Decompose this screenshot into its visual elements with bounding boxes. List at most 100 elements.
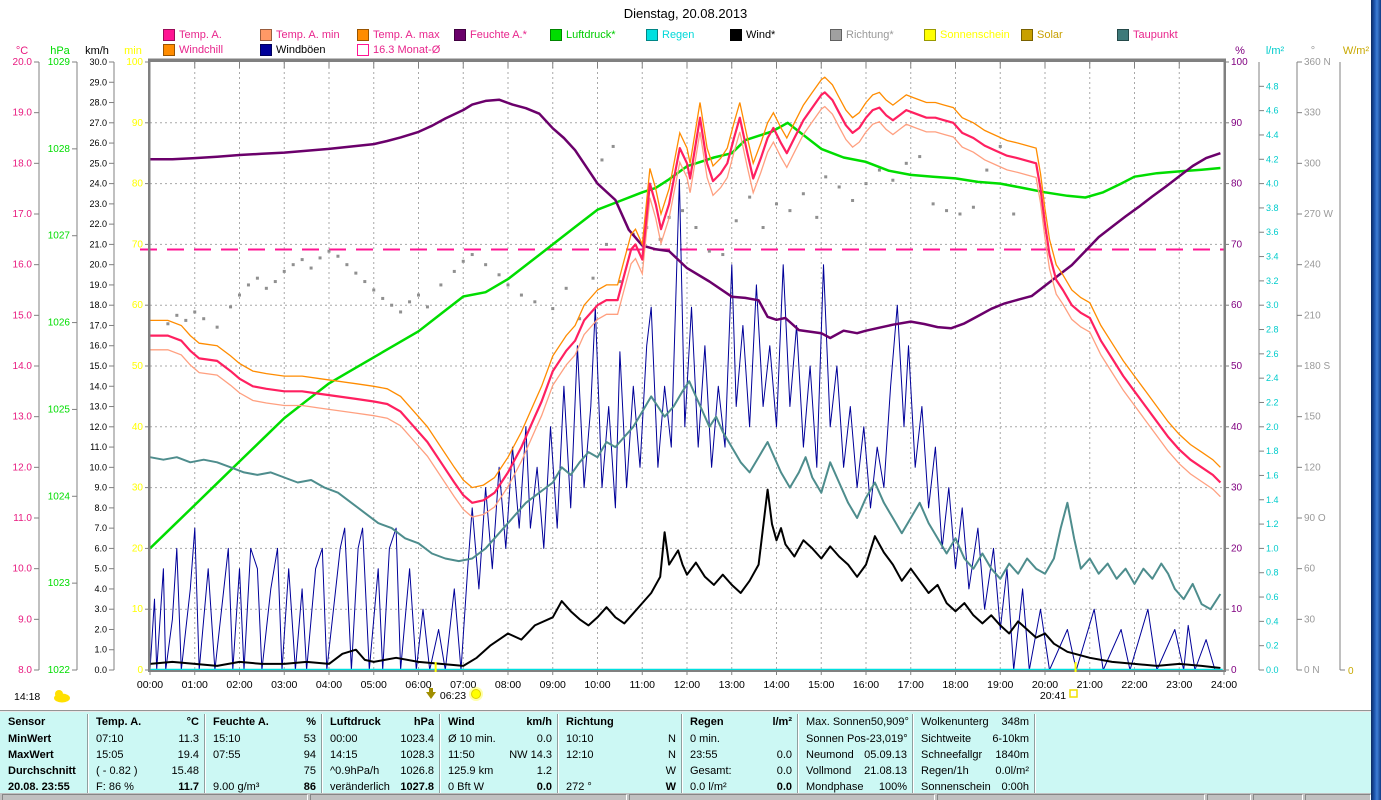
series-humidity: [150, 98, 1221, 340]
legend-swatch: [830, 28, 842, 41]
svg-text:70: 70: [132, 239, 144, 250]
table-cell: 1026.8: [400, 765, 434, 777]
status-panel: [1305, 794, 1371, 800]
sunrise-arrow-icon: [426, 688, 436, 699]
table-cell: 0.0: [776, 749, 792, 761]
table-cell: 75: [303, 765, 316, 777]
axis-hPa: hPa 1022 1023 1024 1025 1026 1027 1028 1029: [48, 45, 78, 676]
table-cell: 100%: [878, 781, 907, 793]
svg-text:2.0: 2.0: [94, 624, 107, 634]
axis-degC: °C 8.0 9.0 10.0 11.0 12.0 13.0 14.0 15.0 16.0 17.0…: [13, 45, 40, 676]
legend-item: Luftdruck*: [550, 28, 616, 41]
svg-text:7.0: 7.0: [94, 523, 107, 533]
svg-text:2.8: 2.8: [1266, 325, 1279, 335]
legend-item: Sonnenschein: [924, 28, 1010, 41]
legend-label: Taupunkt: [1133, 28, 1178, 41]
table-row: Vollmond 21.08.13: [798, 763, 913, 779]
svg-text:330: 330: [1304, 108, 1321, 119]
svg-text:30: 30: [1231, 483, 1243, 494]
table-cell: Sonnenschein: [921, 781, 991, 793]
table-row: Richtung: [558, 714, 682, 730]
legend-label: Windchill: [179, 43, 224, 56]
table-row: Sonnen Pos -23,019°: [798, 731, 913, 747]
svg-text:08:00: 08:00: [495, 679, 521, 691]
legend-swatch: [357, 43, 369, 56]
table-cell: F: 86 %: [96, 781, 134, 793]
table-col-sensor: Sensor MinWert MaxWert Durchschnitt 20.08. 2…: [0, 712, 88, 795]
table-cell: -23,019°: [865, 733, 908, 745]
svg-text:1022: 1022: [48, 665, 71, 676]
table-row: Luftdruck hPa: [322, 714, 440, 730]
svg-text:19.0: 19.0: [13, 108, 33, 119]
svg-text:27.0: 27.0: [89, 118, 107, 128]
svg-text:09:00: 09:00: [540, 679, 566, 691]
svg-text:°: °: [1311, 45, 1315, 57]
svg-text:19:00: 19:00: [987, 679, 1013, 691]
table-row: 20.08. 23:55: [0, 779, 88, 795]
table-cell: ^0.9hPa/h: [330, 765, 380, 777]
svg-text:02:00: 02:00: [226, 679, 252, 691]
table-divider: [321, 714, 323, 793]
table-cell: Sensor: [8, 716, 46, 728]
table-cell: Regen: [690, 716, 724, 728]
svg-text:22:00: 22:00: [1121, 679, 1147, 691]
svg-text:25.0: 25.0: [89, 158, 107, 168]
status-panel: [1207, 794, 1251, 800]
svg-text:90: 90: [132, 118, 144, 129]
svg-text:12.0: 12.0: [13, 462, 33, 473]
table-row: Sichtweite 6-10km: [913, 731, 1035, 747]
svg-text:10.0: 10.0: [13, 564, 33, 575]
svg-text:11:00: 11:00: [630, 679, 656, 691]
legend-swatch: [163, 43, 175, 56]
table-cell: Feuchte A.: [213, 716, 269, 728]
table-cell: Vollmond: [806, 765, 852, 777]
table-divider: [204, 714, 206, 793]
sunrise-time: 06:23: [440, 690, 466, 702]
table-row: 12:10 N: [558, 747, 682, 763]
svg-text:9.0: 9.0: [18, 614, 32, 625]
table-col-feuchte-a-: Feuchte A.% 15:10 53 07:55 94 75 9.00 g/m³ 86: [205, 712, 322, 795]
svg-text:180 S: 180 S: [1304, 361, 1330, 372]
svg-text:16.0: 16.0: [13, 260, 33, 271]
svg-text:0: 0: [1231, 665, 1237, 676]
table-row: 15:05 19.4: [88, 747, 205, 763]
legend-item: Windböen: [260, 43, 326, 56]
table-cell: Gesamt:: [690, 765, 732, 777]
svg-text:0.6: 0.6: [1266, 592, 1279, 602]
svg-text:1.4: 1.4: [1266, 495, 1279, 505]
table-cell: 23:55: [690, 749, 718, 761]
svg-text:9.0: 9.0: [94, 483, 107, 493]
table-row: 0 min.: [682, 731, 798, 747]
table-cell: 0 min.: [690, 733, 720, 745]
svg-text:23:00: 23:00: [1166, 679, 1192, 691]
svg-text:14:00: 14:00: [763, 679, 789, 691]
legend-swatch: [454, 28, 466, 41]
svg-text:12.0: 12.0: [89, 422, 107, 432]
svg-text:26.0: 26.0: [89, 138, 107, 148]
svg-text:2.6: 2.6: [1266, 349, 1279, 359]
svg-text:04:00: 04:00: [316, 679, 342, 691]
window-background-strip: [1371, 0, 1381, 800]
table-divider: [681, 714, 683, 793]
table-divider: [557, 714, 559, 793]
table-row: 0.0 l/m² 0.0: [682, 779, 798, 795]
svg-text:2.2: 2.2: [1266, 397, 1279, 407]
sunset-tick: [1074, 662, 1077, 672]
legend-label: Windböen: [276, 43, 326, 56]
legend-swatch: [260, 43, 272, 56]
table-row: Schneefallgr 1840m: [913, 747, 1035, 763]
svg-text:70: 70: [1231, 239, 1243, 250]
svg-text:50: 50: [132, 361, 144, 372]
svg-text:1026: 1026: [48, 318, 71, 329]
svg-text:240: 240: [1304, 260, 1321, 271]
chart-series: [149, 76, 1223, 672]
table-row: Temp. A. °C: [88, 714, 205, 730]
svg-text:4.8: 4.8: [1266, 81, 1279, 91]
svg-text:15:00: 15:00: [808, 679, 834, 691]
svg-text:1.0: 1.0: [94, 645, 107, 655]
svg-text:3.0: 3.0: [94, 604, 107, 614]
axis-lm2: l/m² 0.0 0.2 0.4 0.6 0.8 1.0 1.2 1.4 1.6 1.8 2.0 2.2…: [1258, 45, 1284, 675]
svg-text:100: 100: [1231, 57, 1248, 68]
legend-item: Wind*: [730, 28, 775, 41]
svg-text:0: 0: [137, 665, 143, 676]
